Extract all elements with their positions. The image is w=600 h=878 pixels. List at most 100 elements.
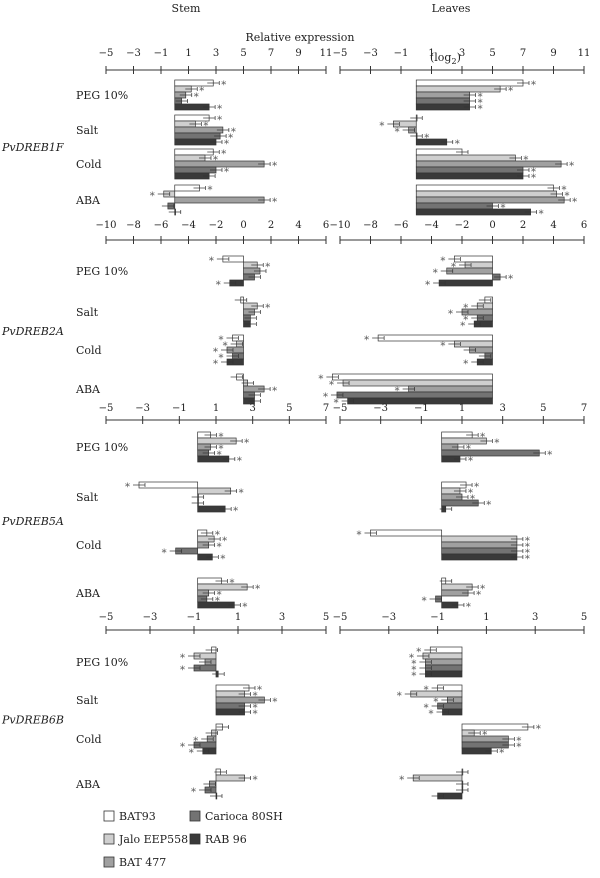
pvdreb1f-leaves-significance-mark: * [562, 185, 567, 196]
pvdreb5a-stem-condition-label: Salt [76, 491, 99, 504]
pvdreb6b-stem-tick-label: 5 [323, 612, 329, 623]
pvdreb5a-leaves-significance-mark: * [486, 500, 491, 511]
pvdreb5a-leaves-significance-mark: * [357, 530, 362, 541]
pvdreb1f-stem-significance-mark: * [208, 185, 213, 196]
pvdreb5a-leaves-significance-mark: * [494, 438, 499, 449]
pvdreb2a-leaves-significance-mark: * [318, 374, 323, 385]
pvdreb6b-leaves-significance-mark: * [399, 775, 404, 786]
pvdreb5a-stem-significance-mark: * [125, 482, 130, 493]
pvdreb5a-leaves-tick-label: −1 [414, 403, 429, 414]
pvdreb6b-leaves-tick-label: −1 [430, 612, 445, 623]
pvdreb2a-leaves-significance-mark: * [463, 315, 468, 326]
pvdreb5a-stem-significance-mark: * [237, 456, 242, 467]
pvdreb2a-stem-tick-label: −2 [209, 220, 224, 231]
pvdreb5a-stem-significance-mark: * [222, 536, 227, 547]
pvdreb1f-stem-tick-label: −5 [99, 48, 114, 59]
pvdreb5a-leaves-significance-mark: * [468, 488, 473, 499]
pvdreb5a-stem-significance-mark: * [230, 578, 235, 589]
pvdreb2a-stem-tick-label: 0 [240, 220, 246, 231]
pvdreb1f-leaves-tick-label: 9 [550, 48, 556, 59]
pvdreb6b-leaves-significance-mark: * [433, 697, 438, 708]
pvdreb5a-stem-significance-mark: * [217, 450, 222, 461]
pvdreb1f-leaves-significance-mark: * [478, 104, 483, 115]
pvdreb6b-leaves-significance-mark: * [424, 703, 429, 714]
legend-swatch [103, 833, 115, 845]
pvdreb6b-leaves-significance-mark: * [411, 659, 416, 670]
pvdreb5a-stem-significance-mark: * [244, 438, 249, 449]
pvdreb6b-stem-significance-mark: * [180, 665, 185, 676]
pvdreb2a-leaves-significance-mark: * [460, 321, 465, 332]
y-axis-title: Relative expression [245, 31, 354, 44]
pvdreb2a-leaves-bar [408, 385, 493, 393]
pvdreb5a-leaves-significance-mark: * [547, 450, 552, 461]
pvdreb2a-leaves-significance-mark: * [433, 268, 438, 279]
pvdreb1f-leaves-bar [415, 154, 516, 162]
pvdreb2a-leaves-significance-mark: * [323, 392, 328, 403]
pvdreb5a-leaves-tick-label: −5 [333, 403, 348, 414]
pvdreb1f-stem-tick-label: 11 [320, 48, 333, 59]
pvdreb6b-stem-significance-mark: * [193, 736, 198, 747]
pvdreb5a-stem-condition-label: PEG 10% [76, 441, 128, 454]
pvdreb6b-stem-condition-label: ABA [75, 778, 101, 791]
pvdreb1f-leaves-significance-mark: * [424, 133, 429, 144]
pvdreb2a-leaves-tick-label: 4 [550, 220, 556, 231]
pvdreb1f-stem-significance-mark: * [272, 197, 277, 208]
y-axis-unit: (log2) [430, 51, 461, 66]
pvdreb6b-stem-significance-mark: * [253, 709, 258, 720]
pvdreb5a-stem-tick-label: 5 [286, 403, 292, 414]
pvdreb5a-leaves-significance-mark: * [466, 444, 471, 455]
pvdreb1f-leaves-significance-mark: * [565, 191, 570, 202]
pvdreb1f-leaves-significance-mark: * [379, 121, 384, 132]
pvdreb5a-stem-significance-mark: * [219, 432, 224, 443]
stem-header: Stem [172, 2, 201, 15]
pvdreb2a-stem-tick-label: 4 [295, 220, 301, 231]
pvdreb5a-leaves-significance-mark: * [525, 536, 530, 547]
pvdreb1f-stem-significance-mark: * [213, 155, 218, 166]
pvdreb1f-stem-significance-mark: * [231, 127, 236, 138]
pvdreb2a-stem-significance-mark: * [223, 341, 228, 352]
pvdreb1f-leaves-tick-label: −1 [394, 48, 409, 59]
legend-label: RAB 96 [205, 833, 247, 846]
pvdreb1f-stem-significance-mark: * [217, 115, 222, 126]
pvdreb6b-stem-significance-mark: * [191, 787, 196, 798]
pvdreb6b-leaves-significance-mark: * [411, 671, 416, 682]
pvdreb2a-stem-tick-label: −6 [154, 220, 169, 231]
pvdreb1f-stem-tick-label: −1 [154, 48, 169, 59]
pvdreb1f-leaves-significance-mark: * [531, 173, 536, 184]
pvdreb1f-leaves-bar [415, 172, 524, 180]
pvdreb1f-stem-significance-mark: * [203, 121, 208, 132]
pvdreb2a-leaves-tick-label: 0 [489, 220, 495, 231]
pvdreb5a-leaves-significance-mark: * [422, 596, 427, 607]
pvdreb1f-leaves-significance-mark: * [395, 127, 400, 138]
pvdreb1f-stem-significance-mark: * [150, 191, 155, 202]
pvdreb2a-stem-significance-mark: * [272, 386, 277, 397]
pvdreb2a-leaves-significance-mark: * [364, 335, 369, 346]
pvdreb1f-leaves-bar [415, 97, 470, 105]
pvdreb5a-stem-significance-mark: * [220, 554, 225, 565]
pvdreb2a-leaves-panel: −10 −8 −6 −4 −2 0 2 4 6***************** [318, 220, 587, 409]
pvdreb2a-leaves-tick-label: −6 [394, 220, 409, 231]
pvdreb2a-leaves-significance-mark: * [440, 256, 445, 267]
pvdreb6b-leaves-tick-label: 3 [532, 612, 538, 623]
pvdreb2a-stem-tick-label: −4 [181, 220, 196, 231]
pvdreb1f-leaves-significance-mark: * [501, 203, 506, 214]
pvdreb6b-stem-condition-label: PEG 10% [76, 656, 128, 669]
pvdreb1f-stem-tick-label: 9 [295, 48, 301, 59]
pvdreb1f-leaves-tick-label: 1 [428, 48, 434, 59]
legend: BAT93 Jalo EEP558 BAT 477 Carioca 80SH RAB 9… [103, 810, 283, 869]
legend-label: Jalo EEP558 [118, 833, 188, 846]
pvdreb1f-stem-condition-label: Salt [76, 124, 99, 137]
pvdreb1f-stem-significance-mark: * [217, 104, 222, 115]
pvdreb6b-stem-tick-label: −1 [187, 612, 202, 623]
pvdreb5a-leaves-significance-mark: * [525, 554, 530, 565]
pvdreb6b-stem-significance-mark: * [253, 691, 258, 702]
pvdreb5a-leaves-tick-label: 3 [499, 403, 505, 414]
pvdreb6b-stem-tick-label: 3 [279, 612, 285, 623]
pvdreb1f-leaves-bar [415, 208, 531, 216]
pvdreb1f-stem-significance-mark: * [224, 139, 229, 150]
pvdreb6b-stem-significance-mark: * [180, 653, 185, 664]
pvdreb5a-leaves-significance-mark: * [525, 542, 530, 553]
